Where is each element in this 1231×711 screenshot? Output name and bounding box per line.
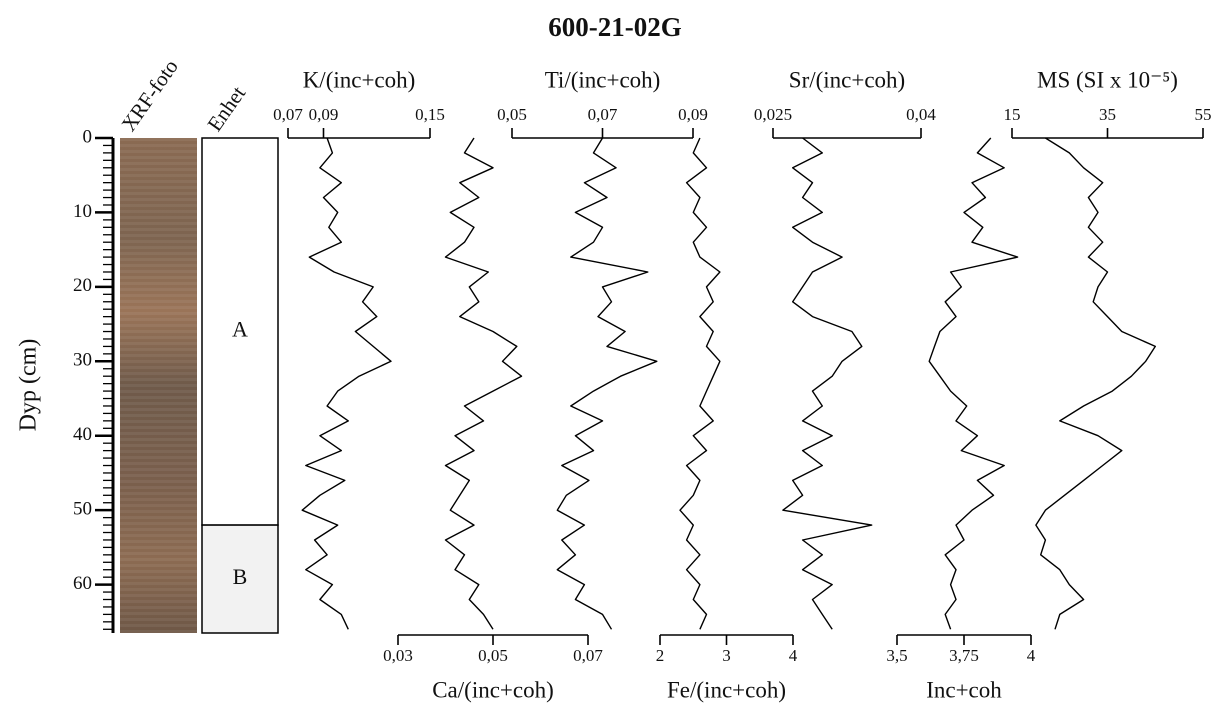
x-tick-label: 2 — [656, 646, 665, 665]
x-tick-label: 4 — [1027, 646, 1036, 665]
proxy-curve — [928, 137, 1019, 630]
x-tick-label: 0,05 — [478, 646, 508, 665]
x-tick-label: 0,05 — [497, 105, 527, 124]
unit-box — [201, 524, 279, 634]
figure-title: 600-21-02G — [548, 12, 681, 42]
panel-title: Sr/(inc+coh) — [789, 67, 905, 92]
unit-box — [201, 137, 279, 526]
x-tick-label: 0,03 — [383, 646, 413, 665]
x-tick-label: 0,025 — [754, 105, 792, 124]
x-tick-label: 0,07 — [573, 646, 603, 665]
x-tick-label: 3 — [722, 646, 731, 665]
x-tick-label: 3,5 — [886, 646, 907, 665]
panel-title: Fe/(inc+coh) — [667, 677, 786, 702]
depth-tick-label: 40 — [73, 424, 92, 445]
depth-tick-label: 60 — [73, 573, 92, 594]
unit-label: Enhet — [202, 82, 250, 136]
proxy-curve — [679, 137, 721, 630]
proxy-curve — [444, 137, 523, 630]
x-tick-label: 0,09 — [678, 105, 708, 124]
photo-label: XRF-foto — [116, 55, 183, 136]
x-tick-label: 15 — [1004, 105, 1021, 124]
proxy-curve — [301, 137, 392, 630]
x-tick-label: 35 — [1099, 105, 1116, 124]
depth-tick-label: 50 — [73, 499, 92, 520]
x-tick-label: 0,07 — [273, 105, 303, 124]
depth-tick-label: 20 — [73, 275, 92, 296]
x-tick-label: 3,75 — [949, 646, 979, 665]
x-tick-label: 0,15 — [415, 105, 445, 124]
depth-axis-label: Dyp (cm) — [16, 339, 42, 432]
panel-title: Ca/(inc+coh) — [432, 677, 554, 702]
panel-title: Ti/(inc+coh) — [545, 67, 661, 92]
unit-name: A — [232, 317, 248, 342]
x-tick-label: 55 — [1195, 105, 1212, 124]
x-tick-label: 4 — [789, 646, 798, 665]
panel-title: Inc+coh — [926, 677, 1002, 702]
panel-title: MS (SI x 10⁻⁵) — [1037, 67, 1178, 92]
proxy-curve — [556, 137, 658, 630]
x-tick-label: 0,07 — [588, 105, 618, 124]
x-tick-label: 0,09 — [309, 105, 339, 124]
unit-name: B — [233, 564, 248, 589]
core-photo-texture — [120, 138, 197, 633]
x-tick-label: 0,04 — [906, 105, 936, 124]
depth-tick-label: 0 — [83, 126, 93, 147]
depth-tick-label: 30 — [73, 350, 92, 371]
proxy-curve — [782, 137, 873, 630]
panel-title: K/(inc+coh) — [303, 67, 416, 92]
proxy-curve — [1035, 137, 1156, 630]
depth-tick-label: 10 — [73, 201, 92, 222]
